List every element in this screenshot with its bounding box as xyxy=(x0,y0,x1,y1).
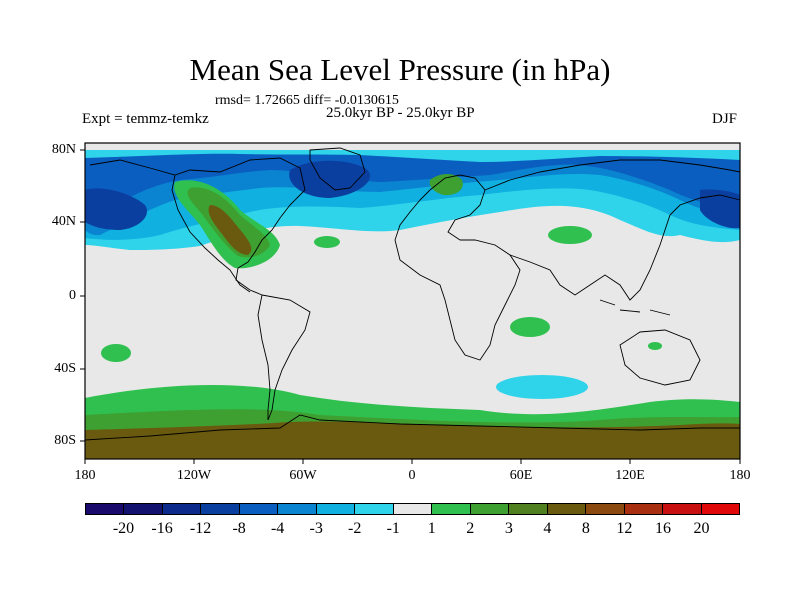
experiment-label: Expt = temmz-temkz xyxy=(82,111,209,127)
colorbar-label: 20 xyxy=(693,520,710,537)
arctic-light xyxy=(85,143,740,150)
colorbar-swatch xyxy=(162,504,202,514)
colorbar-label: -12 xyxy=(189,520,212,537)
atlantic-positive xyxy=(314,236,340,248)
x-tick-label: 180 xyxy=(729,468,751,483)
colorbar-swatch xyxy=(278,504,317,514)
colorbar-label: 8 xyxy=(581,520,590,537)
colorbar-swatch xyxy=(355,504,394,514)
colorbar-swatch xyxy=(393,504,433,514)
australia-positive xyxy=(648,342,662,350)
axis-ticks xyxy=(80,149,741,464)
y-tick-label: 40N xyxy=(51,214,76,229)
y-tick-label: 40S xyxy=(54,361,76,376)
y-tick-label: 0 xyxy=(69,288,76,303)
colorbar-label: -4 xyxy=(270,520,285,537)
colorbar-label: -2 xyxy=(348,520,362,537)
indian-ocean-positive xyxy=(510,317,550,337)
asia-positive xyxy=(548,226,592,244)
europe-positive xyxy=(429,174,463,196)
y-tick-label: 80S xyxy=(54,433,76,448)
colorbar xyxy=(85,503,740,515)
colorbar-label: 3 xyxy=(504,520,513,537)
south-pacific-positive xyxy=(101,344,131,362)
colorbar-swatch xyxy=(86,504,125,514)
north-america-core xyxy=(208,205,252,255)
north-dark-blue-core xyxy=(85,150,740,221)
north-pacific-core-east xyxy=(700,189,740,229)
stats-label: rmsd= 1.72665 diff= -0.0130615 xyxy=(215,93,399,108)
colorbar-swatch xyxy=(663,504,702,514)
colorbar-swatch xyxy=(509,504,548,514)
colorbar-swatch xyxy=(624,504,664,514)
colorbar-swatch xyxy=(432,504,471,514)
coastlines xyxy=(84,147,741,441)
plot-title: Mean Sea Level Pressure (in hPa) xyxy=(189,52,611,87)
atlantic-core xyxy=(289,160,371,198)
x-tick-label: 180 xyxy=(74,468,96,483)
colorbar-swatch xyxy=(586,504,625,514)
colorbar-swatch xyxy=(124,504,163,514)
colorbar-swatch xyxy=(239,504,279,514)
colorbar-label: -16 xyxy=(151,520,173,537)
colorbar-label: 1 xyxy=(427,520,436,537)
colorbar-label: 4 xyxy=(543,520,552,537)
colorbar-swatch xyxy=(547,504,587,514)
colorbar-label: -3 xyxy=(309,520,323,537)
north-pacific-core xyxy=(85,188,148,230)
season-label: DJF xyxy=(712,111,738,127)
antarctica-high xyxy=(85,421,740,459)
x-tick-label: 120E xyxy=(615,468,645,483)
colorbar-label: -8 xyxy=(232,520,246,537)
colorbar-swatch xyxy=(201,504,240,514)
period-label: 25.0kyr BP - 25.0kyr BP xyxy=(326,105,475,121)
colorbar-label: 2 xyxy=(466,520,475,537)
x-tick-label: 120W xyxy=(176,468,212,483)
colorbar-swatch xyxy=(470,504,510,514)
colorbar-swatch xyxy=(316,504,356,514)
colorbar-swatch xyxy=(701,504,739,514)
colorbar-label: 16 xyxy=(654,520,671,537)
colorbar-label: -20 xyxy=(112,520,135,537)
y-tick-label: 80N xyxy=(51,142,76,157)
x-tick-label: 0 xyxy=(408,468,416,483)
south-atlantic-negative xyxy=(496,375,588,399)
colorbar-label: 12 xyxy=(616,520,633,537)
x-tick-label: 60E xyxy=(509,468,533,483)
colorbar-label: -1 xyxy=(386,520,400,537)
x-tick-label: 60W xyxy=(289,468,317,483)
